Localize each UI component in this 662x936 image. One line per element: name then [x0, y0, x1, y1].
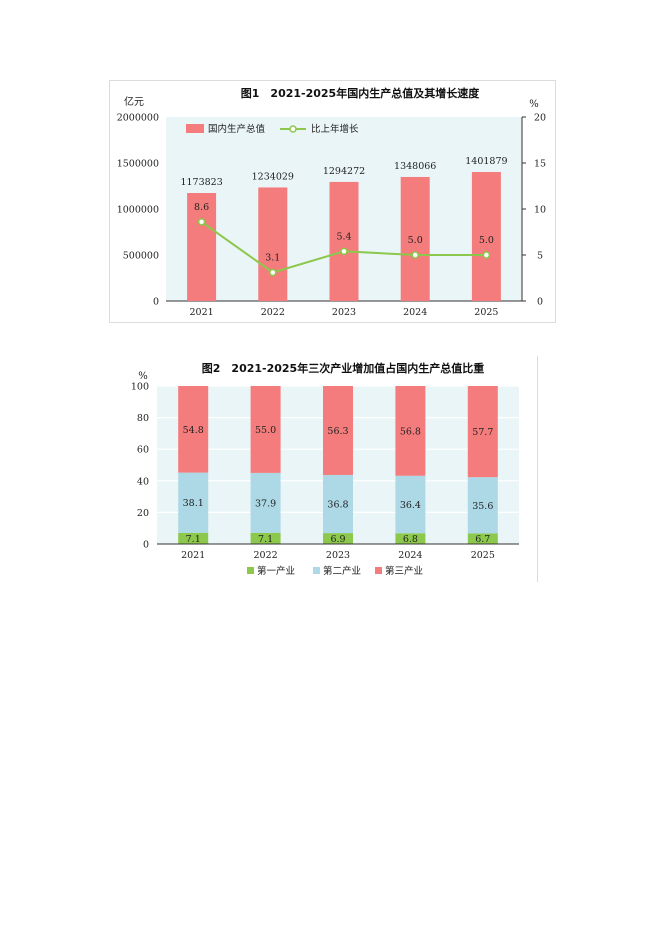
gdp-bar-value-label: 1294272: [323, 166, 365, 177]
industry-y-tick-label: 20: [137, 508, 149, 519]
industry-segment-label: 56.3: [327, 426, 348, 437]
gdp-y2-tick-label: 5: [537, 251, 543, 262]
industry-legend-label: 第一产业: [257, 565, 295, 577]
industry-y-tick-label: 40: [137, 476, 149, 487]
industry-bar-segment: [250, 472, 281, 533]
gdp-x-tick-label: 2022: [261, 307, 285, 318]
industry-bar-segment: [178, 472, 209, 533]
industry-y-tick-label: 80: [137, 413, 149, 424]
gdp-bar: [187, 193, 217, 301]
industry-x-tick-label: 2024: [398, 550, 422, 561]
industry-segment-label: 37.9: [255, 498, 276, 509]
gdp-x-tick-label: 2025: [474, 307, 498, 318]
gdp-chart-svg: 图1 2021-2025年国内生产总值及其增长速度 亿元 % 0 500000 10…: [110, 81, 555, 322]
growth-rate-label: 5.4: [336, 231, 351, 242]
industry-segment-label: 38.1: [183, 498, 204, 509]
legend-marker-growth: [289, 125, 297, 133]
industry-segment-label: 36.8: [327, 500, 348, 511]
industry-legend-swatch: [375, 567, 382, 574]
industry-segment-label: 56.8: [400, 426, 421, 437]
industry-y-axis-unit: %: [138, 371, 148, 382]
industry-segment-label: 36.4: [400, 500, 421, 511]
gdp-y-tick-label: 2000000: [117, 113, 159, 124]
gdp-bar-value-label: 1234029: [252, 171, 294, 182]
growth-rate-point: [340, 247, 348, 256]
gdp-y-tick-label: 1000000: [117, 205, 159, 216]
growth-rate-point: [269, 268, 277, 277]
gdp-chart-title: 图1 2021-2025年国内生产总值及其增长速度: [241, 86, 480, 100]
gdp-y2-tick-label: 15: [534, 159, 546, 170]
gdp-y-tick-label: 0: [153, 297, 159, 308]
industry-segment-label: 7.1: [258, 534, 273, 545]
gdp-y-axis-unit: 亿元: [124, 95, 144, 108]
gdp-bar: [400, 176, 430, 301]
gdp-bar-value-label: 1348066: [394, 161, 436, 172]
gdp-y2-axis-unit: %: [529, 99, 539, 110]
industry-segment-label: 6.8: [403, 534, 418, 545]
growth-rate-label: 3.1: [265, 252, 280, 263]
industry-y-tick-label: 0: [143, 540, 149, 551]
industry-bar-segment: [467, 533, 498, 544]
gdp-bar: [258, 187, 288, 301]
growth-rate-label: 8.6: [194, 202, 209, 213]
industry-share-chart-svg: 图2 2021-2025年三次产业增加值占国内生产总值比重 % 0 20 40 60 8…: [121, 356, 537, 582]
industry-bar-segment: [467, 386, 498, 478]
industry-x-tick-label: 2023: [326, 550, 350, 561]
gdp-y2-tick-label: 0: [537, 297, 543, 308]
industry-legend-swatch: [247, 567, 254, 574]
industry-bar-segment: [250, 386, 281, 473]
industry-bar-segment: [178, 386, 209, 473]
gdp-x-tick-label: 2024: [403, 307, 427, 318]
industry-bar-segment: [323, 386, 353, 475]
industry-x-tick-label: 2022: [254, 550, 278, 561]
gdp-y-tick-label: 1500000: [117, 159, 159, 170]
gdp-x-tick-label: 2023: [332, 307, 356, 318]
gdp-legend: 国内生产总值 比上年增长: [186, 123, 359, 135]
growth-rate-point: [482, 251, 491, 259]
industry-segment-label: 35.6: [472, 501, 493, 512]
industry-y-tick-label: 100: [131, 382, 149, 393]
industry-x-tick-label: 2025: [471, 550, 495, 561]
gdp-x-tick-label: 2021: [190, 307, 214, 318]
industry-share-chart-panel: 图2 2021-2025年三次产业增加值占国内生产总值比重 % 0 20 40 60 8…: [121, 356, 538, 582]
legend-label-growth: 比上年增长: [311, 123, 359, 135]
industry-segment-label: 7.1: [186, 534, 201, 545]
industry-segment-label: 6.7: [475, 534, 490, 545]
gdp-y-tick-label: 500000: [123, 251, 159, 262]
growth-rate-point: [411, 251, 419, 259]
gdp-bar: [329, 181, 359, 301]
industry-legend-label: 第二产业: [323, 565, 361, 577]
gdp-bar: [471, 172, 501, 301]
industry-segment-label: 57.7: [472, 427, 493, 438]
industry-segment-label: 6.9: [330, 534, 345, 545]
industry-chart-title: 图2 2021-2025年三次产业增加值占国内生产总值比重: [202, 361, 484, 375]
industry-bar-segment: [467, 477, 498, 534]
industry-legend-swatch: [313, 567, 320, 574]
industry-bar-segment: [250, 532, 281, 544]
growth-rate-label: 5.0: [479, 235, 494, 246]
industry-legend: 第一产业 第二产业 第三产业: [247, 565, 423, 577]
industry-bar-segment: [395, 386, 426, 476]
gdp-y2-tick-label: 20: [534, 113, 546, 124]
gdp-bar-value-label: 1173823: [180, 177, 222, 188]
legend-swatch-gdp: [186, 124, 204, 133]
gdp-chart-panel: 图1 2021-2025年国内生产总值及其增长速度 亿元 % 0 500000 10…: [109, 80, 556, 323]
industry-x-tick-label: 2021: [181, 550, 205, 561]
industry-y-tick-label: 60: [137, 445, 149, 456]
industry-segment-label: 55.0: [255, 425, 276, 436]
industry-bar-segment: [395, 475, 426, 534]
legend-label-gdp: 国内生产总值: [208, 123, 266, 135]
gdp-bar-value-label: 1401879: [465, 156, 507, 167]
growth-rate-point: [197, 218, 206, 226]
industry-bar-segment: [178, 532, 209, 544]
industry-segment-label: 54.8: [183, 425, 204, 436]
industry-bar-segment: [323, 474, 353, 534]
industry-legend-label: 第三产业: [385, 565, 423, 577]
growth-rate-label: 5.0: [408, 235, 423, 246]
industry-bar-segment: [395, 533, 426, 544]
gdp-y2-tick-label: 10: [534, 205, 546, 216]
industry-bar-segment: [323, 533, 353, 544]
